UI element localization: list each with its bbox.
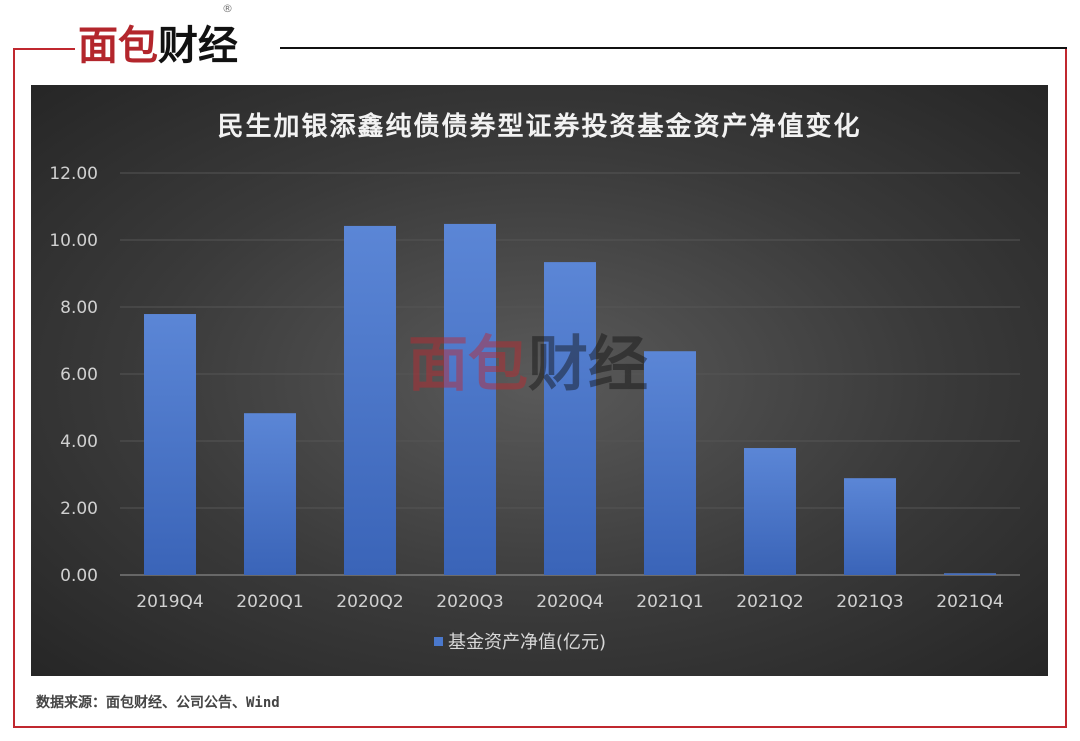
frame-top-left xyxy=(13,48,75,50)
bar xyxy=(744,448,796,575)
legend-label: 基金资产净值(亿元) xyxy=(448,632,606,653)
bar xyxy=(844,478,896,575)
y-tick-label: 10.00 xyxy=(49,231,98,251)
frame-bottom xyxy=(13,726,1067,728)
x-tick-label: 2020Q1 xyxy=(236,592,303,612)
x-tick-label: 2021Q1 xyxy=(636,592,703,612)
logo-text-red: 面包 xyxy=(78,23,158,69)
x-tick-label: 2021Q4 xyxy=(936,592,1003,612)
y-tick-label: 4.00 xyxy=(60,432,98,452)
x-tick-label: 2020Q4 xyxy=(536,592,603,612)
frame-left xyxy=(13,48,15,728)
legend-swatch xyxy=(434,637,443,646)
watermark-text-black: 财经 xyxy=(528,330,648,400)
bar xyxy=(444,223,496,576)
watermark-text-red: 面包 xyxy=(408,330,528,400)
bar xyxy=(944,573,996,575)
x-tick-label: 2021Q2 xyxy=(736,592,803,612)
registered-mark: ® xyxy=(222,2,233,15)
y-tick-label: 6.00 xyxy=(60,365,98,385)
x-tick-label: 2020Q2 xyxy=(336,592,403,612)
x-tick-label: 2019Q4 xyxy=(136,592,203,612)
bar xyxy=(644,351,696,575)
y-tick-label: 0.00 xyxy=(60,566,98,586)
chart-background xyxy=(31,85,1048,676)
y-tick-label: 2.00 xyxy=(60,499,98,519)
logo: 面包财经 xyxy=(78,22,244,70)
chart-title: 民生加银添鑫纯债债券型证券投资基金资产净值变化 xyxy=(217,112,862,142)
source-note: 数据来源：面包财经、公司公告、Wind xyxy=(36,695,280,711)
logo-text-black: 财经 xyxy=(158,23,238,69)
bar xyxy=(544,262,596,575)
frame-right xyxy=(1065,48,1067,728)
bar xyxy=(244,413,296,575)
y-tick-label: 8.00 xyxy=(60,298,98,318)
watermark-logo: 面包财经 xyxy=(408,330,648,400)
frame-top-right xyxy=(280,47,1067,49)
bar xyxy=(144,314,196,575)
x-tick-label: 2020Q3 xyxy=(436,592,503,612)
x-tick-label: 2021Q3 xyxy=(836,592,903,612)
bar xyxy=(344,225,396,575)
y-tick-label: 12.00 xyxy=(49,164,98,184)
